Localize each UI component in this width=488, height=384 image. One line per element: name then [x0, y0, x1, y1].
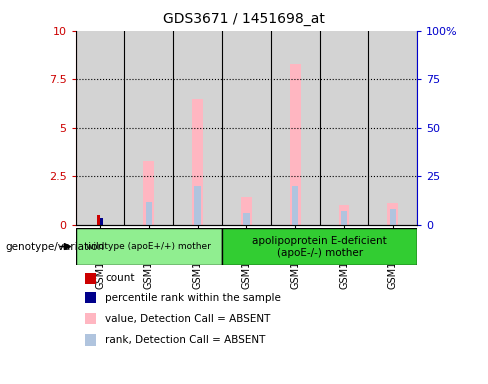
Bar: [146, 202, 152, 225]
Bar: [390, 209, 396, 225]
Bar: [241, 197, 252, 225]
Bar: [76, 228, 222, 265]
Bar: [222, 31, 271, 225]
Bar: [143, 161, 154, 225]
Bar: [173, 31, 222, 225]
Bar: [100, 218, 102, 225]
Bar: [124, 31, 173, 225]
Bar: [320, 31, 368, 225]
Bar: [173, 31, 222, 225]
Text: wildtype (apoE+/+) mother: wildtype (apoE+/+) mother: [86, 242, 211, 251]
Text: count: count: [105, 273, 134, 283]
Bar: [76, 31, 124, 225]
Bar: [339, 205, 349, 225]
Text: rank, Detection Call = ABSENT: rank, Detection Call = ABSENT: [105, 335, 265, 345]
Bar: [76, 31, 124, 225]
Bar: [192, 99, 203, 225]
Bar: [222, 228, 417, 265]
Bar: [290, 64, 301, 225]
Text: genotype/variation: genotype/variation: [5, 242, 104, 252]
Bar: [222, 31, 271, 225]
Bar: [195, 186, 201, 225]
Bar: [368, 31, 417, 225]
Text: value, Detection Call = ABSENT: value, Detection Call = ABSENT: [105, 314, 270, 324]
Bar: [244, 213, 250, 225]
Bar: [271, 31, 320, 225]
Text: GDS3671 / 1451698_at: GDS3671 / 1451698_at: [163, 12, 325, 26]
Bar: [124, 31, 173, 225]
Bar: [387, 203, 398, 225]
Bar: [320, 31, 368, 225]
Text: apolipoprotein E-deficient
(apoE-/-) mother: apolipoprotein E-deficient (apoE-/-) mot…: [252, 236, 387, 258]
Bar: [341, 211, 347, 225]
Bar: [368, 31, 417, 225]
Bar: [292, 186, 299, 225]
Bar: [271, 31, 320, 225]
Bar: [98, 215, 100, 225]
Text: percentile rank within the sample: percentile rank within the sample: [105, 293, 281, 303]
